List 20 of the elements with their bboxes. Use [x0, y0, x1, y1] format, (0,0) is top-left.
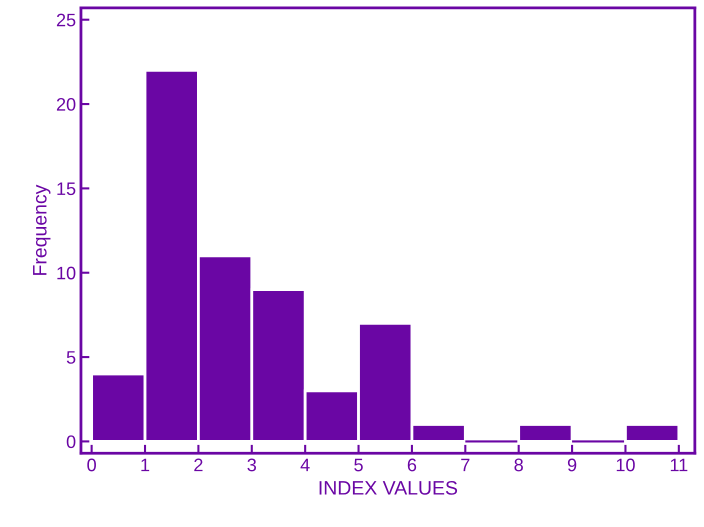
y-tick-label: 15: [57, 182, 76, 196]
x-tick-label: 6: [408, 458, 416, 472]
x-tick-label: 5: [354, 458, 363, 472]
x-tick-label: 0: [87, 458, 96, 472]
x-tick-label: 2: [194, 458, 203, 472]
x-tick-label: 1: [141, 458, 150, 472]
y-tick-label: 10: [57, 266, 76, 280]
x-axis-title: INDEX VALUES: [320, 480, 458, 495]
x-tick-label: 7: [461, 458, 470, 472]
y-axis-title: Frequency: [33, 184, 50, 275]
x-tick-label: 10: [616, 458, 635, 472]
x-tick-label: 3: [247, 458, 256, 472]
y-tick-label: 0: [66, 435, 76, 448]
y-tick-label: 20: [56, 98, 76, 111]
x-tick-label: 8: [514, 458, 523, 472]
y-tick-label: 5: [66, 351, 76, 364]
x-tick-label: 9: [568, 458, 576, 472]
x-tick-label: 4: [300, 458, 310, 472]
y-tick-label: 25: [56, 14, 76, 26]
x-tick-label: 11: [670, 458, 688, 472]
